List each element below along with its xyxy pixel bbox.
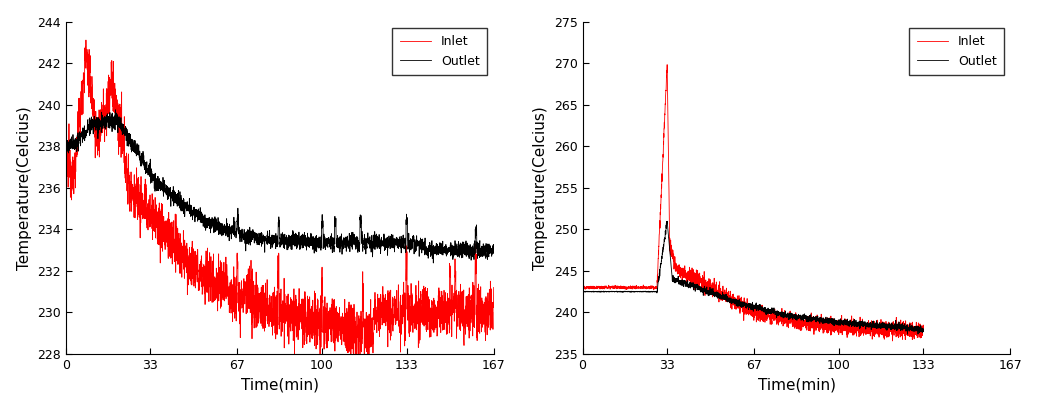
- Inlet: [917, 327, 930, 332]
- Inlet: [722, 290, 735, 295]
- Outlet: [874, 325, 886, 330]
- Outlet: [577, 289, 589, 294]
- Outlet: [910, 328, 923, 333]
- Line: Inlet: Inlet: [583, 65, 924, 341]
- Inlet: [886, 339, 899, 344]
- Outlet: [487, 248, 500, 253]
- Inlet: [636, 285, 648, 290]
- Line: Inlet: Inlet: [65, 40, 494, 354]
- Inlet: [80, 38, 92, 43]
- Y-axis label: Temperature(Celcius): Temperature(Celcius): [17, 106, 31, 270]
- Outlet: [661, 219, 673, 224]
- Outlet: [615, 289, 628, 294]
- Outlet: [708, 292, 720, 297]
- Inlet: [479, 338, 491, 343]
- Outlet: [59, 147, 72, 152]
- Inlet: [708, 289, 720, 294]
- Legend: Inlet, Outlet: Inlet, Outlet: [393, 28, 487, 75]
- Outlet: [433, 250, 446, 255]
- Inlet: [223, 280, 236, 285]
- X-axis label: Time(min): Time(min): [757, 378, 835, 392]
- Line: Outlet: Outlet: [65, 110, 494, 263]
- Inlet: [433, 325, 446, 330]
- Inlet: [59, 157, 72, 162]
- Legend: Inlet, Outlet: Inlet, Outlet: [909, 28, 1005, 75]
- Inlet: [242, 297, 255, 302]
- Outlet: [479, 246, 491, 251]
- Inlet: [134, 236, 146, 240]
- Outlet: [134, 155, 146, 160]
- Line: Outlet: Outlet: [583, 221, 924, 334]
- Outlet: [223, 231, 236, 236]
- Outlet: [427, 261, 439, 265]
- Outlet: [242, 233, 255, 238]
- Inlet: [288, 351, 300, 356]
- Inlet: [874, 330, 886, 335]
- Inlet: [661, 62, 673, 67]
- Inlet: [487, 285, 500, 290]
- Outlet: [901, 332, 913, 337]
- Outlet: [636, 289, 648, 294]
- Inlet: [577, 285, 589, 290]
- Outlet: [722, 295, 735, 300]
- Outlet: [917, 327, 930, 332]
- X-axis label: Time(min): Time(min): [241, 378, 319, 392]
- Inlet: [910, 326, 923, 330]
- Y-axis label: Temperature(Celcius): Temperature(Celcius): [533, 106, 549, 270]
- Inlet: [615, 285, 628, 290]
- Outlet: [109, 107, 122, 112]
- Inlet: [108, 81, 121, 85]
- Outlet: [108, 113, 121, 118]
